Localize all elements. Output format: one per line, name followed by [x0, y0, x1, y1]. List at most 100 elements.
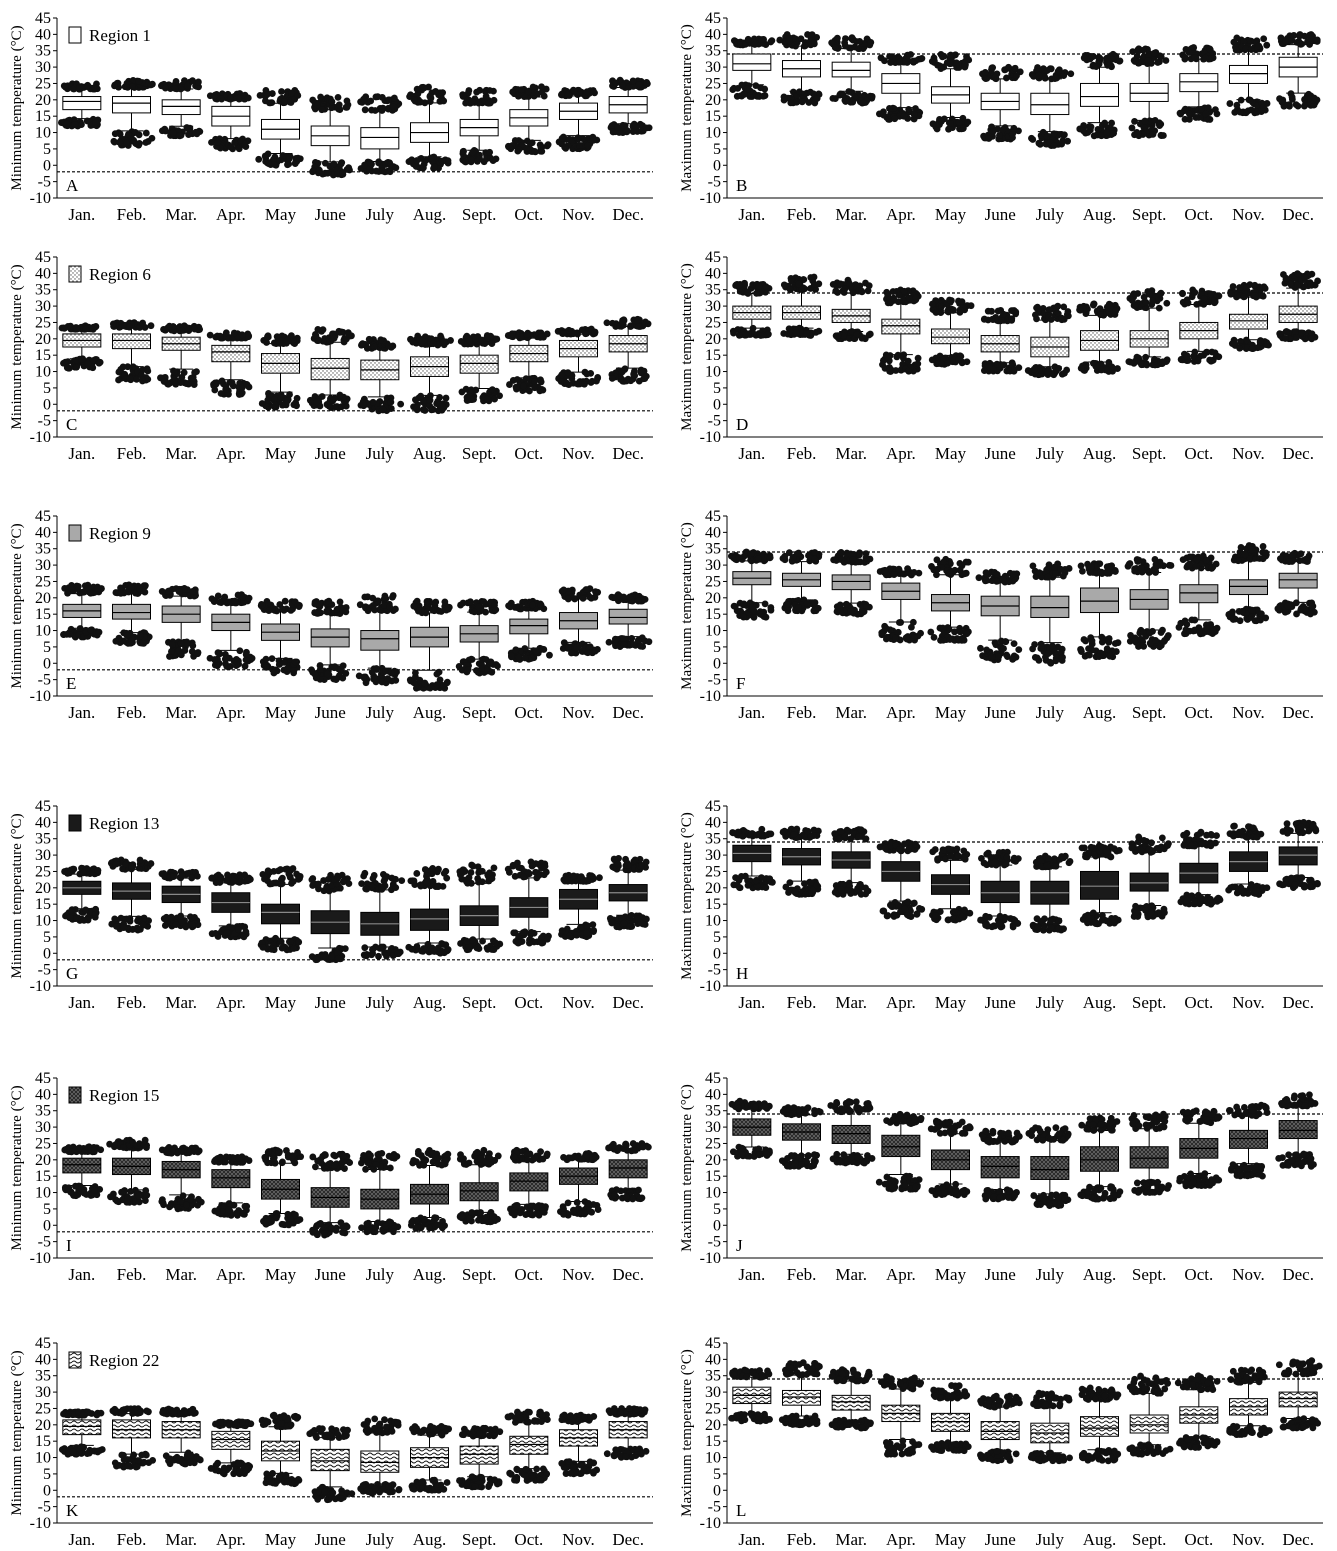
outlier-point — [1191, 289, 1199, 296]
outlier-point — [406, 676, 414, 684]
y-tick-label: 10 — [705, 623, 721, 640]
outlier-point — [625, 83, 633, 91]
outlier-point — [1202, 54, 1210, 62]
outlier-point — [805, 99, 813, 106]
outlier-point — [161, 125, 169, 133]
outlier-point — [956, 308, 964, 316]
outlier-point — [371, 606, 379, 614]
y-tick-label: 15 — [705, 347, 721, 364]
outlier-point — [564, 369, 572, 377]
outlier-point — [371, 107, 379, 114]
outlier-point — [1058, 314, 1066, 322]
outlier-point — [635, 81, 643, 88]
panel-letter: C — [66, 415, 77, 434]
outlier-point — [787, 99, 795, 107]
outlier-point — [470, 395, 477, 403]
outlier-point — [195, 83, 202, 91]
outlier-point — [94, 584, 102, 592]
y-tick-label: 40 — [705, 265, 721, 282]
y-tick-label: 15 — [35, 108, 51, 125]
x-tick-label: Sept. — [1132, 205, 1166, 224]
outlier-point — [411, 97, 419, 105]
outlier-point — [989, 64, 997, 72]
outlier-point — [279, 605, 286, 613]
outlier-point — [1226, 100, 1234, 107]
outlier-point — [1033, 315, 1040, 323]
outlier-point — [378, 94, 386, 101]
box-iqr — [310, 628, 350, 648]
outlier-point — [1260, 35, 1268, 43]
outlier-point — [905, 294, 913, 302]
box-oct — [1177, 286, 1223, 365]
outlier-point — [839, 91, 847, 99]
outlier-point — [317, 93, 325, 101]
outlier-point — [189, 587, 197, 595]
outlier-point — [943, 59, 951, 67]
outlier-point — [135, 131, 143, 139]
outlier-point — [216, 650, 223, 658]
outlier-point — [866, 330, 874, 338]
outlier-point — [140, 639, 148, 647]
outlier-point — [263, 339, 270, 346]
outlier-point — [1193, 300, 1201, 308]
outlier-point — [579, 594, 587, 602]
outlier-point — [286, 98, 294, 106]
box-july — [1028, 64, 1075, 149]
outlier-point — [1255, 42, 1263, 50]
y-tick-label: 5 — [43, 141, 51, 158]
outlier-point — [1280, 271, 1287, 278]
x-tick-label: Mar. — [165, 205, 197, 224]
panel-letter: F — [736, 674, 745, 693]
outlier-point — [61, 325, 68, 332]
box-apr — [876, 565, 924, 644]
outlier-point — [84, 360, 92, 368]
outlier-point — [744, 330, 752, 338]
outlier-point — [421, 679, 429, 687]
outlier-point — [489, 386, 496, 394]
box-feb — [110, 77, 156, 149]
outlier-point — [227, 95, 235, 103]
y-tick-label: 35 — [35, 43, 51, 60]
box-iqr — [1229, 313, 1268, 330]
outlier-point — [1256, 338, 1264, 346]
box-oct — [505, 83, 552, 156]
outlier-point — [900, 295, 907, 303]
outlier-point — [1035, 71, 1043, 79]
outlier-point — [620, 635, 628, 643]
box-iqr — [1179, 73, 1219, 93]
panel-letter: B — [736, 176, 747, 195]
box-july — [357, 335, 405, 415]
outlier-point — [829, 280, 837, 288]
outlier-point — [896, 58, 903, 66]
outlier-point — [87, 589, 95, 597]
x-tick-label: Nov. — [1232, 444, 1264, 463]
outlier-point — [628, 634, 636, 642]
outlier-point — [744, 35, 752, 43]
outlier-point — [262, 154, 270, 162]
outlier-point — [963, 358, 971, 366]
outlier-point — [243, 381, 251, 388]
box-may — [928, 51, 973, 133]
outlier-point — [740, 613, 747, 621]
outlier-point — [529, 601, 536, 609]
y-tick-label: 35 — [35, 282, 51, 299]
y-tick-label: -5 — [708, 672, 721, 689]
outlier-point — [574, 134, 582, 142]
outlier-point — [1154, 59, 1162, 66]
y-tick-label: 25 — [35, 573, 51, 590]
outlier-point — [180, 369, 188, 377]
y-tick-label: 0 — [43, 396, 51, 413]
outlier-point — [110, 137, 118, 145]
outlier-point — [142, 129, 150, 137]
box-iqr — [931, 328, 970, 345]
outlier-point — [420, 164, 427, 172]
outlier-point — [412, 669, 419, 677]
outlier-point — [1047, 316, 1055, 323]
box-mar — [157, 322, 204, 389]
outlier-point — [1060, 131, 1068, 139]
outlier-point — [1008, 307, 1015, 315]
outlier-point — [372, 675, 379, 683]
outlier-point — [144, 367, 152, 375]
outlier-point — [643, 79, 651, 86]
